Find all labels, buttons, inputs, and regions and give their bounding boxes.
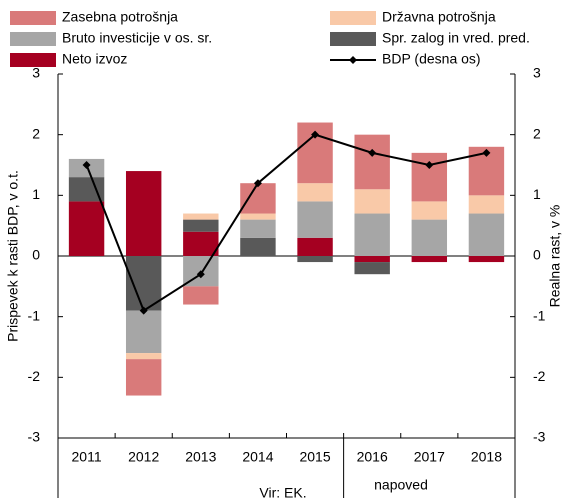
bar-segment xyxy=(240,219,276,238)
marker xyxy=(425,161,434,169)
y-tick-label: 0 xyxy=(32,247,40,263)
legend-label: Neto izvoz xyxy=(62,51,127,67)
y2-tick-label: 3 xyxy=(533,65,541,81)
x-tick-label: 2015 xyxy=(299,449,330,465)
marker xyxy=(253,179,262,188)
bar-segment xyxy=(240,213,276,220)
bar-segment xyxy=(125,359,162,396)
x-tick-label: 2012 xyxy=(128,449,159,465)
marker xyxy=(368,148,377,157)
y2-tick-label: -1 xyxy=(533,307,546,323)
x-tick-label: 2014 xyxy=(242,449,273,465)
legend-swatch xyxy=(330,11,376,25)
bar-segment xyxy=(68,201,105,256)
bar-segment xyxy=(411,219,448,256)
source-label: Vir: EK. xyxy=(259,485,306,501)
bar-segment xyxy=(411,256,448,263)
x-tick-label: 2013 xyxy=(185,449,216,465)
marker xyxy=(196,270,205,279)
y-axis-label: Prispevek k rasti BDP, v o.t. xyxy=(5,170,21,342)
bar-segment xyxy=(411,152,448,202)
y-tick-label: -1 xyxy=(28,307,41,323)
bar-segment xyxy=(297,237,333,256)
legend-swatch xyxy=(10,53,56,67)
bar-segment xyxy=(411,201,448,220)
bar-segment xyxy=(354,189,390,214)
marker xyxy=(311,130,320,139)
bar-segment xyxy=(125,310,162,354)
y2-tick-label: 2 xyxy=(533,125,541,141)
bar-segment xyxy=(354,256,390,263)
bar-segment xyxy=(240,237,276,256)
legend-swatch xyxy=(10,11,56,25)
bar-segment xyxy=(354,213,390,256)
legend-label: Državna potrošnja xyxy=(382,9,496,25)
y-tick-label: -2 xyxy=(28,368,41,384)
bar-segment xyxy=(125,256,162,311)
forecast-label: napoved xyxy=(374,477,428,493)
marker xyxy=(82,161,91,169)
y-tick-label: 3 xyxy=(32,65,40,81)
y2-tick-label: -3 xyxy=(533,429,546,445)
y2-tick-label: 0 xyxy=(533,247,541,263)
y2-tick-label: 1 xyxy=(533,186,541,202)
bar-segment xyxy=(354,134,390,190)
bar-segment xyxy=(183,219,219,232)
bar-segment xyxy=(297,183,333,202)
x-tick-label: 2016 xyxy=(357,449,388,465)
legend-swatch xyxy=(330,32,376,46)
bar-segment xyxy=(468,256,505,263)
bar-segment xyxy=(468,195,505,214)
bar-segment xyxy=(297,256,333,263)
legend-label: Spr. zalog in vred. pred. xyxy=(382,30,530,46)
bar-segment xyxy=(297,201,333,238)
bar-segment xyxy=(183,286,219,305)
y2-tick-label: -2 xyxy=(533,368,546,384)
y2-axis-label: Realna rast, v % xyxy=(547,205,563,308)
x-tick-label: 2017 xyxy=(414,449,445,465)
y-tick-label: 2 xyxy=(32,125,40,141)
bar-segment xyxy=(468,213,505,256)
marker xyxy=(139,306,148,315)
legend-swatch xyxy=(10,32,56,46)
legend-marker xyxy=(349,56,357,64)
bar-segment xyxy=(125,171,162,256)
x-tick-label: 2011 xyxy=(72,449,102,465)
legend-label: BDP (desna os) xyxy=(382,51,481,67)
line xyxy=(85,133,487,313)
bar-segment xyxy=(240,183,276,214)
legend-label: Zasebna potrošnja xyxy=(62,9,178,25)
y-tick-label: -3 xyxy=(28,429,41,445)
y-tick-label: 1 xyxy=(32,186,40,202)
bar-segment xyxy=(183,213,219,220)
marker xyxy=(482,148,491,157)
bar-segment xyxy=(125,353,162,360)
legend-label: Bruto investicije v os. sr. xyxy=(62,30,212,46)
x-tick-label: 2018 xyxy=(471,449,502,465)
bar-segment xyxy=(183,231,219,256)
bar-segment xyxy=(354,262,390,275)
